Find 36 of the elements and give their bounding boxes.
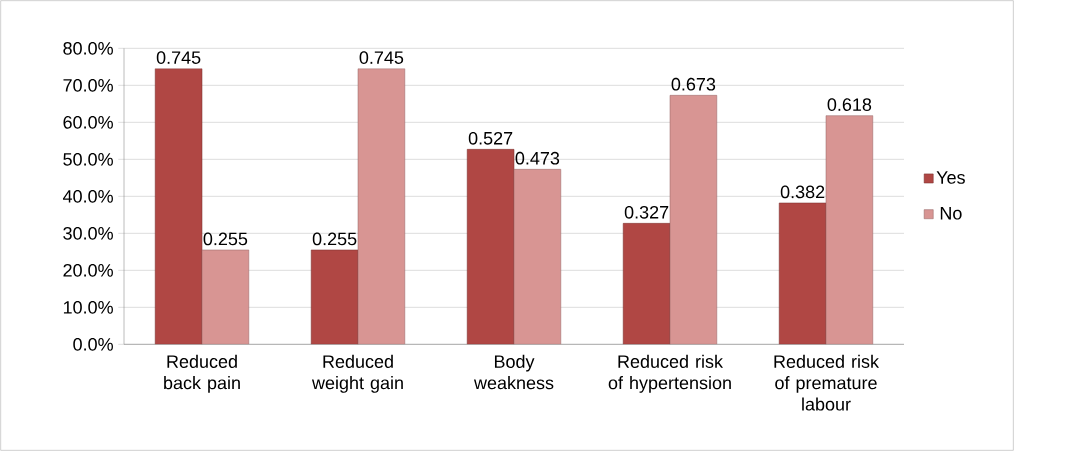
data-label: 0.673 xyxy=(671,77,716,91)
y-tick-label: 10.0% xyxy=(63,300,113,314)
bar xyxy=(154,68,203,345)
data-label: 0.745 xyxy=(359,51,404,64)
y-tick-label: 0.0% xyxy=(73,337,113,351)
bar xyxy=(201,249,250,345)
bar xyxy=(310,249,359,345)
legend-label: Yes xyxy=(936,171,965,184)
bar xyxy=(669,95,718,345)
y-tick-label: 60.0% xyxy=(63,115,113,129)
bar xyxy=(825,115,874,345)
data-label: 0.255 xyxy=(203,232,248,246)
y-tick-label: 40.0% xyxy=(62,189,113,203)
legend-label: No xyxy=(940,207,962,220)
data-label: 0.327 xyxy=(624,205,669,219)
x-tick-label: Reduced risk of hypertension xyxy=(608,354,731,393)
bar xyxy=(622,223,671,345)
y-tick-label: 30.0% xyxy=(63,226,113,240)
data-label: 0.255 xyxy=(312,232,357,246)
data-label: 0.382 xyxy=(780,185,825,199)
x-tick-label: Reduced risk of premature labour xyxy=(774,354,880,411)
bar xyxy=(466,149,515,345)
y-tick-label: 70.0% xyxy=(63,78,113,92)
y-tick-label: 80.0% xyxy=(63,41,113,55)
y-tick-label: 20.0% xyxy=(63,263,113,277)
y-tick-label: 50.0% xyxy=(63,152,113,166)
bar xyxy=(778,202,827,345)
x-tick-label: Reduced weight gain xyxy=(311,354,403,393)
data-label: 0.745 xyxy=(156,51,201,64)
x-tick-label: Reduced back pain xyxy=(164,354,240,393)
data-label: 0.473 xyxy=(515,151,560,165)
bar xyxy=(357,68,406,345)
x-tick-label: Body weakness xyxy=(473,354,554,390)
data-label: 0.527 xyxy=(468,131,513,145)
data-label: 0.618 xyxy=(827,98,872,111)
bar xyxy=(513,169,562,345)
